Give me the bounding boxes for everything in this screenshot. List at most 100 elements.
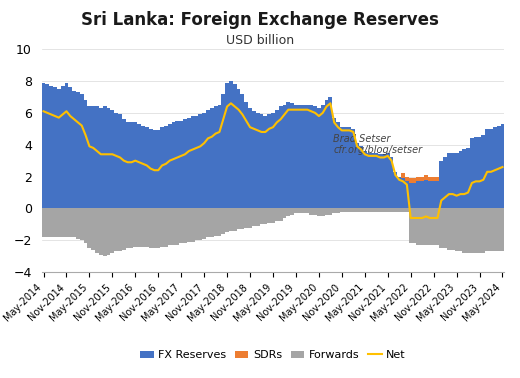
Bar — [183, 208, 187, 243]
Bar — [424, 180, 428, 208]
Bar — [340, 127, 344, 208]
Bar — [175, 121, 179, 208]
Net — [476, 179, 483, 184]
Bar — [68, 208, 72, 237]
Bar — [324, 100, 329, 208]
Bar — [141, 125, 145, 208]
Bar — [110, 208, 114, 253]
Bar — [206, 110, 210, 208]
Bar — [194, 116, 199, 208]
Bar — [175, 208, 179, 245]
Bar — [367, 208, 371, 212]
Bar — [49, 86, 53, 208]
Bar — [412, 208, 417, 243]
Bar — [99, 108, 103, 208]
Bar — [214, 107, 217, 208]
Bar — [191, 208, 194, 242]
Bar — [80, 94, 84, 208]
Bar — [229, 208, 233, 231]
Bar — [202, 208, 206, 239]
Bar — [329, 97, 332, 208]
Bar — [451, 208, 454, 250]
Bar — [394, 208, 397, 212]
Bar — [332, 118, 336, 208]
Bar — [459, 208, 462, 251]
Bar — [217, 105, 222, 208]
Bar — [183, 119, 187, 208]
Bar — [61, 86, 64, 208]
Bar — [252, 111, 256, 208]
Bar — [287, 208, 290, 216]
Bar — [336, 122, 340, 208]
Bar — [439, 208, 443, 248]
Bar — [412, 183, 417, 208]
Bar — [259, 115, 264, 208]
Bar — [443, 208, 447, 248]
Bar — [157, 208, 160, 248]
Bar — [110, 110, 114, 208]
Bar — [340, 208, 344, 212]
Net — [331, 120, 337, 125]
Bar — [352, 129, 355, 208]
Bar — [466, 148, 470, 208]
Bar — [248, 108, 252, 208]
Bar — [118, 115, 122, 208]
Bar — [454, 153, 459, 208]
Bar — [501, 124, 504, 208]
Net — [408, 216, 414, 220]
Bar — [49, 208, 53, 237]
Bar — [397, 177, 401, 208]
Bar — [57, 208, 61, 237]
Bar — [382, 154, 386, 208]
Bar — [359, 208, 363, 212]
Bar — [264, 208, 267, 225]
Bar — [160, 127, 164, 208]
Bar — [282, 208, 287, 218]
Bar — [363, 151, 367, 208]
Bar — [217, 208, 222, 235]
Bar — [172, 208, 175, 245]
Bar — [294, 105, 298, 208]
Bar — [237, 208, 240, 229]
Bar — [397, 208, 401, 212]
Bar — [405, 181, 409, 208]
Bar — [233, 84, 237, 208]
Bar — [417, 181, 420, 208]
Bar — [164, 125, 168, 208]
Bar — [222, 94, 225, 208]
Bar — [210, 208, 214, 237]
Bar — [157, 130, 160, 208]
Bar — [290, 208, 294, 215]
Bar — [80, 208, 84, 240]
Bar — [454, 208, 459, 251]
Bar — [436, 208, 439, 245]
Bar — [302, 105, 306, 208]
Bar — [482, 135, 485, 208]
Bar — [359, 146, 363, 208]
Bar — [409, 208, 412, 243]
Bar — [160, 208, 164, 247]
Bar — [306, 105, 309, 208]
Bar — [214, 208, 217, 235]
Bar — [76, 208, 80, 239]
Bar — [168, 208, 172, 245]
Text: Sri Lanka: Foreign Exchange Reserves: Sri Lanka: Foreign Exchange Reserves — [81, 11, 439, 29]
Bar — [275, 208, 279, 221]
Bar — [179, 121, 183, 208]
Bar — [145, 208, 149, 247]
Bar — [122, 119, 126, 208]
Bar — [134, 122, 137, 208]
Bar — [233, 208, 237, 231]
Bar — [347, 127, 352, 208]
Bar — [42, 208, 45, 237]
Bar — [432, 177, 436, 181]
Bar — [187, 208, 191, 242]
Bar — [313, 107, 317, 208]
Bar — [152, 208, 157, 248]
Bar — [191, 116, 194, 208]
Bar — [417, 208, 420, 245]
Bar — [244, 208, 248, 228]
Bar — [382, 208, 386, 212]
Bar — [271, 208, 275, 223]
Net — [228, 101, 234, 105]
